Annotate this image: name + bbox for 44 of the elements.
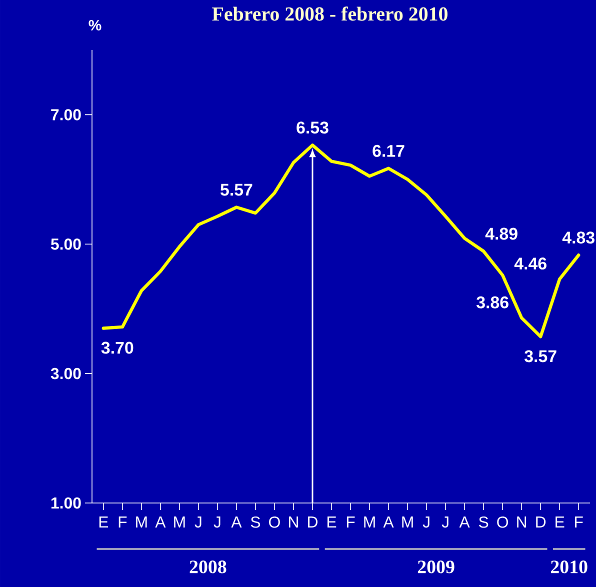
x-tick-label: F: [575, 516, 583, 528]
data-label: 5.57: [220, 184, 252, 196]
x-tick-label: E: [99, 516, 108, 528]
chart-title: Febrero 2008 - febrero 2010: [212, 6, 448, 21]
x-tick-label: J: [214, 516, 220, 528]
data-label: 3.86: [476, 296, 508, 308]
text: 2008: [190, 560, 226, 574]
x-tick-label: E: [328, 516, 336, 528]
y-axis-title: %: [88, 20, 102, 30]
x-tick-label: E: [556, 516, 564, 528]
x-tick-label: M: [136, 516, 147, 528]
x-tick-label: M: [364, 516, 375, 528]
data-label: 6.17: [372, 144, 404, 157]
data-label: 3.57: [524, 350, 556, 362]
data-label: 6.53: [296, 122, 328, 134]
x-tick-label: F: [118, 516, 127, 528]
x-tick-label: O: [497, 516, 508, 528]
x-tick-label: F: [346, 516, 355, 528]
data-label: 3.70: [101, 342, 134, 354]
x-tick-label: D: [308, 516, 318, 528]
x-tick-label: J: [194, 516, 202, 528]
x-tick-label: D: [536, 516, 546, 528]
x-tick-label: S: [478, 516, 488, 528]
x-tick-label: J: [422, 516, 430, 528]
data-label: 4.83: [562, 232, 594, 244]
x-tick-label: A: [231, 516, 242, 528]
text: 2010: [550, 560, 588, 574]
data-label: 4.89: [485, 228, 518, 240]
data-label: 4.46: [514, 258, 546, 270]
y-tick-label: 5.00: [50, 238, 81, 250]
x-tick-label: J: [442, 516, 448, 528]
x-tick-label: A: [383, 516, 394, 528]
y-tick-label: 3.00: [50, 368, 81, 380]
x-tick-label: N: [517, 516, 526, 528]
x-tick-label: M: [402, 516, 413, 528]
text: 2009: [418, 560, 454, 574]
x-tick-label: A: [459, 516, 470, 528]
x-tick-label: A: [155, 516, 166, 528]
y-tick-label: 7.00: [51, 109, 81, 120]
x-tick-label: S: [250, 516, 260, 528]
x-tick-label: M: [174, 516, 185, 528]
y-tick-label: 1.00: [51, 497, 81, 509]
x-tick-label: O: [269, 516, 280, 528]
x-tick-label: N: [289, 516, 298, 528]
